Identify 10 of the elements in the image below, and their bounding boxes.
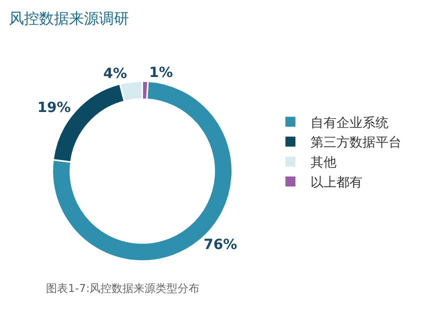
legend-label: 第三方数据平台 xyxy=(310,134,402,151)
data-label: 19% xyxy=(37,100,71,116)
text: 图表1-7:风控数据来源类型分布 xyxy=(46,282,200,295)
legend-label: 以上都有 xyxy=(310,176,362,191)
legend-label: 其他 xyxy=(310,156,336,171)
data-label: 1% xyxy=(149,65,173,82)
data-label: 4% xyxy=(103,66,128,82)
legend-label: 自有企业系统 xyxy=(310,116,388,131)
data-label: 76% xyxy=(204,237,238,254)
chart-title: 风控数据来源调研 xyxy=(8,10,129,28)
